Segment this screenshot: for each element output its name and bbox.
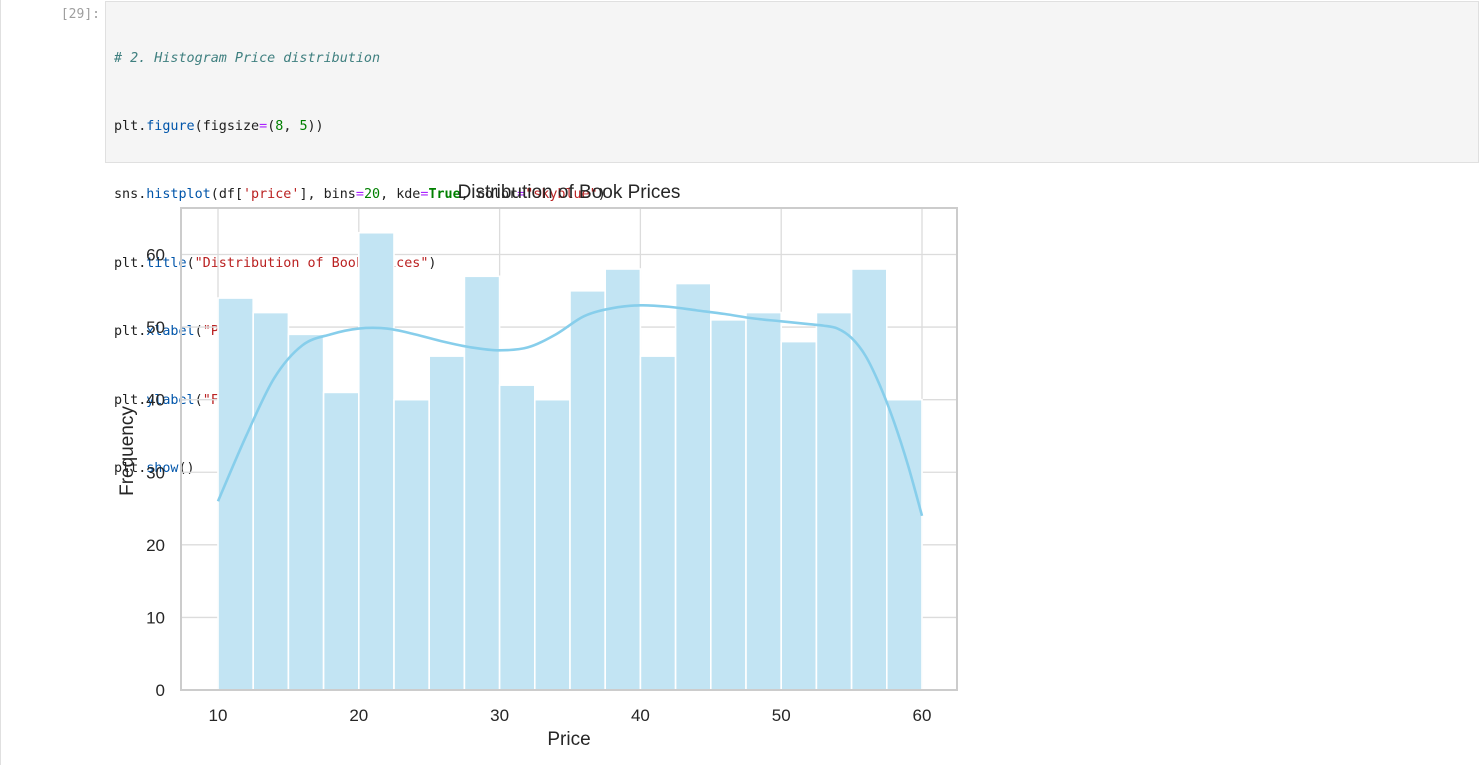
code-token: plt xyxy=(114,324,139,340)
y-tick-label: 20 xyxy=(146,536,165,555)
code-token: xlabel xyxy=(146,324,195,340)
code-token: ylabel xyxy=(146,392,195,408)
histogram-bar xyxy=(533,398,571,691)
histogram-bar xyxy=(393,398,431,691)
histogram-chart: 10 20 30 40 50 60 0 10 20 30 40 50 60 Distribution o… xyxy=(117,182,958,750)
axes-frame xyxy=(180,207,958,691)
code-token: plt xyxy=(114,392,139,408)
histogram-bar xyxy=(815,311,853,691)
x-tick-label: 10 xyxy=(209,706,228,725)
code-token: kde xyxy=(396,187,421,203)
histogram-bar xyxy=(604,268,642,691)
x-tick-label: 20 xyxy=(349,706,368,725)
histogram-bar xyxy=(358,231,395,691)
code-editor[interactable]: # 2. Histogram Price distribution plt.fi… xyxy=(105,1,1479,476)
code-token: sns xyxy=(114,187,139,203)
code-line-3: sns.histplot(df['price'], bins=20, kde=T… xyxy=(114,187,606,203)
code-token: color xyxy=(476,187,518,203)
histogram-bar xyxy=(745,311,783,691)
cell-output: 10 20 30 40 50 60 0 10 20 30 40 50 60 Distribution o… xyxy=(105,165,975,765)
histogram-bar xyxy=(885,398,923,691)
code-token: title xyxy=(146,255,187,271)
cell-prompt: [29]: xyxy=(60,7,100,22)
y-axis-label: Frequency xyxy=(117,406,138,496)
cell-left-border xyxy=(0,0,1,765)
y-tick-label: 40 xyxy=(146,391,165,410)
y-tick-label: 60 xyxy=(146,246,165,265)
histogram-bar xyxy=(639,355,677,691)
code-token: figsize xyxy=(202,118,260,134)
histogram-bar xyxy=(674,282,712,691)
code-token: 'price' xyxy=(243,187,300,203)
histogram-bar xyxy=(463,275,501,691)
histogram-bar xyxy=(569,289,607,691)
x-tick-label: 50 xyxy=(772,706,791,725)
x-tick-label: 60 xyxy=(913,706,932,725)
x-axis-label: Price xyxy=(547,729,590,750)
code-line-2: plt.figure(figsize=(8, 5)) xyxy=(114,118,324,134)
x-tick-label: 40 xyxy=(631,706,650,725)
histogram-bar xyxy=(217,297,255,691)
histogram-bar xyxy=(709,319,747,691)
code-token: figure xyxy=(146,118,195,134)
chart-title: Distribution of Book Prices xyxy=(458,182,681,203)
code-token: plt xyxy=(114,255,139,271)
histogram-bar xyxy=(252,311,290,691)
histogram-bar xyxy=(780,340,818,691)
histogram-bar xyxy=(850,268,888,691)
y-tick-label: 0 xyxy=(156,681,165,700)
code-token: 5 xyxy=(299,118,308,134)
code-token: show xyxy=(146,460,179,476)
code-line-1: # 2. Histogram Price distribution xyxy=(114,48,606,71)
histogram-bar xyxy=(322,391,360,691)
code-token: "skyblue" xyxy=(525,187,598,203)
code-token: 8 xyxy=(275,118,284,134)
y-tick-label: 30 xyxy=(146,463,165,482)
histogram-bar xyxy=(428,355,466,691)
code-token: histplot xyxy=(146,187,211,203)
code-token: plt xyxy=(114,460,139,476)
code-token: plt xyxy=(114,118,139,134)
code-token: 20 xyxy=(363,187,381,203)
y-tick-label: 50 xyxy=(146,318,165,337)
histogram-bar xyxy=(498,384,536,691)
code-token: bins xyxy=(323,187,356,203)
code-token: True xyxy=(428,187,461,203)
x-tick-label: 30 xyxy=(490,706,509,725)
kde-curve xyxy=(216,303,924,517)
histogram-bar xyxy=(287,333,325,691)
code-comment: # 2. Histogram Price distribution xyxy=(114,50,381,66)
y-tick-label: 10 xyxy=(146,608,165,627)
code-token: df xyxy=(218,187,235,203)
